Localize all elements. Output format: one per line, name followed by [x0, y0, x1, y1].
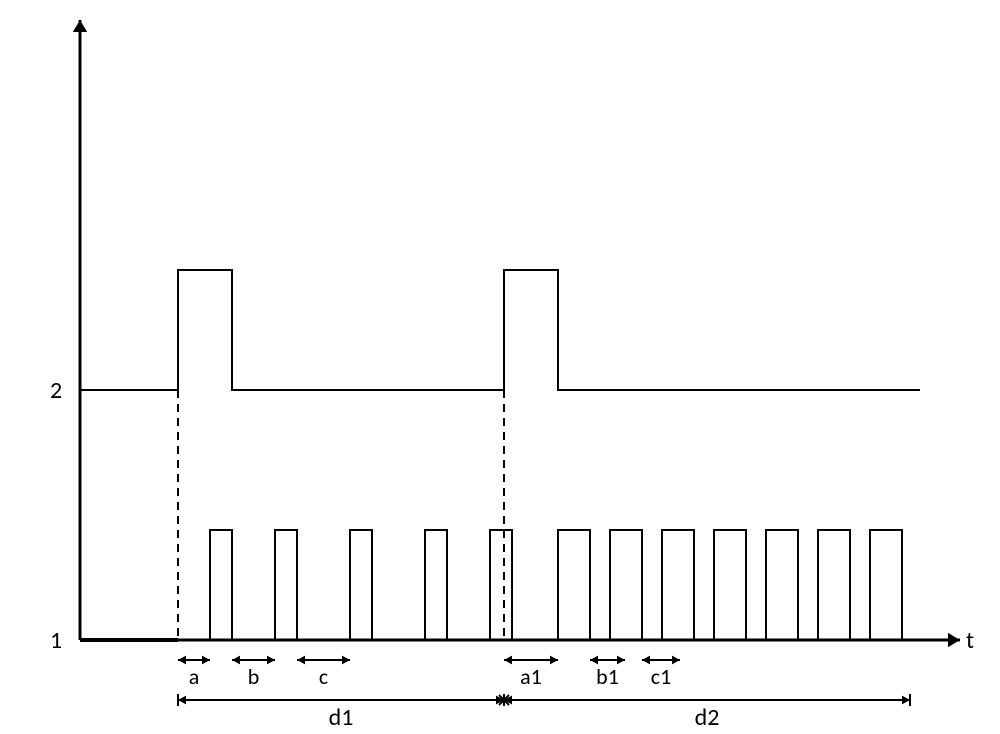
svg-text:a: a — [189, 663, 200, 690]
svg-text:2: 2 — [50, 376, 62, 405]
svg-text:a1: a1 — [520, 663, 542, 690]
svg-text:d1: d1 — [329, 703, 354, 732]
svg-text:c1: c1 — [651, 663, 671, 690]
svg-text:c: c — [319, 663, 328, 690]
svg-text:b1: b1 — [596, 663, 619, 690]
timing-diagram: t 1 2 a b c a1 b1 c1 d1 d2 — [0, 0, 1000, 734]
svg-text:t: t — [966, 626, 974, 655]
svg-text:b: b — [248, 663, 260, 690]
svg-text:d2: d2 — [695, 703, 720, 732]
svg-text:1: 1 — [50, 626, 62, 655]
